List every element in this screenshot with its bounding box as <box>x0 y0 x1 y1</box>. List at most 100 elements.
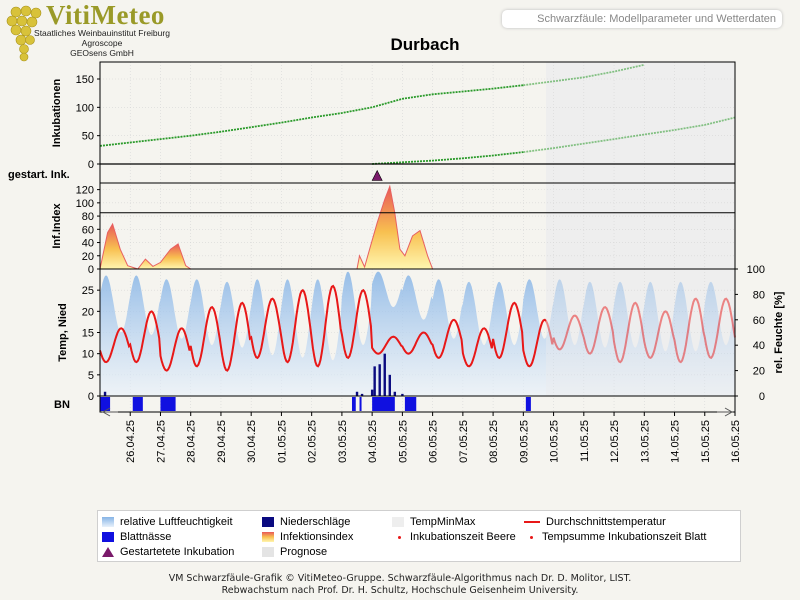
y-tick-label-inkubationen: 0 <box>88 159 94 171</box>
legend-label: Niederschläge <box>280 516 351 528</box>
y-axis-label-bn: BN <box>54 399 70 411</box>
incubation-leaf-line <box>99 84 524 147</box>
y-tick-label-infindex: 20 <box>82 251 94 263</box>
x-tick-label: 08.05.25 <box>488 420 500 463</box>
leaf-wetness-bar <box>351 397 356 411</box>
panel-frame-bn <box>99 395 736 413</box>
header-info-box: Schwarzfäule: Modellparameter und Wetter… <box>502 10 782 28</box>
leaf-wetness-bar <box>132 397 143 411</box>
scroll-right-icon <box>717 407 734 417</box>
x-tick-label: 28.04.25 <box>186 420 198 463</box>
avg-temp-line-icon <box>524 521 540 523</box>
leaf-wetness-bar <box>404 397 417 411</box>
incubation-berry-line <box>372 151 524 165</box>
precipitation-bar <box>355 391 359 396</box>
legend-item: relative Luftfeuchtigkeit <box>102 515 233 529</box>
precipitation-bar <box>388 374 391 396</box>
rain-swatch-icon <box>262 517 274 527</box>
temperature-line <box>99 284 547 372</box>
x-tick-label: 30.04.25 <box>246 420 258 463</box>
y-tick-label-humidity: 100 <box>747 264 765 276</box>
footer-credit-line: VM Schwarzfäule-Grafik © VitiMeteo-Grupp… <box>168 573 632 584</box>
footer-credit-line: Rebwachstum nach Prof. Dr. H. Schultz, H… <box>221 585 579 596</box>
legend-item: Durchschnittstemperatur <box>524 515 666 529</box>
legend-label: Infektionsindex <box>280 531 354 543</box>
dot-marker-icon <box>530 535 533 539</box>
legend-label: Prognose <box>280 546 328 558</box>
x-tick-label: 15.05.25 <box>700 420 712 463</box>
precipitation-bar <box>383 353 386 396</box>
y-tick-label-temp: 15 <box>82 328 94 340</box>
logo-title: VitiMeteo <box>46 0 165 30</box>
legend-label: Blattnässe <box>120 531 172 543</box>
legend-label: TempMinMax <box>410 516 476 528</box>
y-tick-label-humidity: 40 <box>753 340 765 352</box>
y-tick-label-humidity: 80 <box>753 289 765 301</box>
x-tick-label: 09.05.25 <box>518 420 530 463</box>
precipitation-bar <box>378 364 381 396</box>
legend-item: Inkubationszeit Beere <box>392 530 516 544</box>
y-tick-label-infindex: 120 <box>76 185 94 197</box>
x-tick-label: 14.05.25 <box>670 420 682 463</box>
x-tick-label: 04.05.25 <box>367 420 379 463</box>
y-axis-label-inkubationen: Inkubationen <box>51 79 63 148</box>
y-tick-label-temp: 10 <box>82 349 94 361</box>
legend-item: Niederschläge <box>262 515 350 529</box>
legend-item: Infektionsindex <box>262 530 353 544</box>
x-tick-label: 05.05.25 <box>397 420 409 463</box>
humidity-area-forecast <box>546 279 735 396</box>
precipitation-bar <box>360 393 364 396</box>
x-tick-label: 16.05.25 <box>730 420 742 463</box>
incubation-leaf-line-forecast <box>523 63 645 87</box>
chart-legend: relative Luftfeuchtigkeit Niederschläge Te… <box>97 510 741 562</box>
logo-line-geosens: GEOsens GmbH <box>70 48 134 58</box>
y-axis-label-infindex: Inf.Index <box>51 203 63 249</box>
footer: VM Schwarzfäule-Grafik © VitiMeteo-Grupp… <box>0 573 800 597</box>
y-tick-label-temp: 20 <box>82 306 94 318</box>
leaf-wetness-swatch-icon <box>102 532 114 542</box>
precipitation-bar <box>373 366 376 396</box>
x-tick-label: 03.05.25 <box>337 420 349 463</box>
legend-label: Gestartetete Inkubation <box>120 546 235 558</box>
x-tick-label: 07.05.25 <box>458 420 470 463</box>
dot-marker-icon <box>398 535 401 539</box>
chart-title: Durbach <box>390 35 460 54</box>
legend-label: relative Luftfeuchtigkeit <box>120 516 233 528</box>
temp-minmax-swatch-icon <box>392 517 404 527</box>
legend-item: Gestartetete Inkubation <box>102 545 234 559</box>
y-tick-label-inkubationen: 50 <box>82 131 94 143</box>
y-tick-label-infindex: 40 <box>82 238 94 250</box>
infection-index-area <box>99 222 138 270</box>
logo-line-agroscope: Agroscope <box>81 38 123 48</box>
precipitation-bar <box>370 389 374 396</box>
leaf-wetness-bar <box>160 397 176 411</box>
infection-index-area <box>137 243 191 270</box>
humidity-swatch-icon <box>102 517 114 527</box>
y-tick-label-inkubationen: 100 <box>76 102 94 114</box>
y-tick-label-humidity: 0 <box>759 391 765 403</box>
x-tick-label: 27.04.25 <box>155 420 167 463</box>
legend-label: Tempsumme Inkubationszeit Blatt <box>542 531 707 543</box>
legend-label: Durchschnittstemperatur <box>546 516 666 528</box>
leaf-wetness-bar <box>100 397 111 411</box>
y-tick-label-infindex: 0 <box>88 264 94 276</box>
legend-item: Prognose <box>262 545 327 559</box>
y-tick-label-infindex: 100 <box>76 198 94 210</box>
y-tick-label-infindex: 60 <box>82 224 94 236</box>
legend-item: Blattnässe <box>102 530 171 544</box>
x-tick-label: 11.05.25 <box>579 420 591 462</box>
x-tick-label: 26.04.25 <box>125 420 137 463</box>
humidity-area <box>100 271 547 396</box>
x-tick-label: 06.05.25 <box>428 420 440 463</box>
legend-item: TempMinMax <box>392 515 475 529</box>
y-tick-label-inkubationen: 150 <box>76 74 94 86</box>
leaf-wetness-bar <box>359 397 362 411</box>
x-tick-label: 02.05.25 <box>307 420 319 463</box>
leaf-wetness-bar <box>372 397 395 411</box>
scroll-left-icon <box>101 407 118 417</box>
forecast-swatch-icon <box>262 547 274 557</box>
precipitation-bar <box>401 393 404 396</box>
legend-item: Tempsumme Inkubationszeit Blatt <box>524 530 706 544</box>
leaf-wetness-bar <box>525 397 531 411</box>
